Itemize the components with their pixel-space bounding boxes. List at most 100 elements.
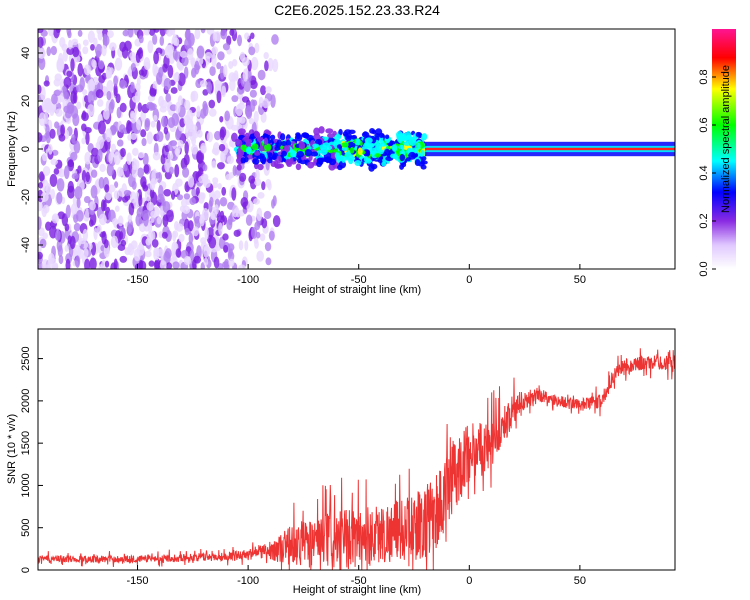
spectrogram-cell (206, 131, 214, 143)
top-y-tick-label: 40 (20, 47, 32, 59)
spectrogram-cell (228, 172, 235, 179)
spectrogram-cell (209, 66, 216, 77)
spectrogram-cell (72, 46, 80, 58)
spectrogram-cell (176, 194, 184, 201)
spectrogram-cell (84, 258, 91, 269)
spectrogram-cell (114, 205, 120, 212)
spectrogram-cell (344, 133, 353, 139)
spectrogram-cell (259, 233, 266, 242)
spectrogram-cell (231, 95, 239, 103)
spectrogram-cell (298, 141, 306, 150)
spectrogram-cell (60, 124, 66, 137)
spectrogram-cell (158, 66, 164, 78)
top-y-axis: -40 -20 0 20 40 (20, 47, 43, 253)
spectrogram-cell (131, 180, 137, 190)
spectrogram-cell (89, 201, 96, 211)
spectrogram-cell (115, 93, 121, 104)
spectrogram-cell (150, 120, 156, 128)
spectrogram-cell (53, 78, 61, 87)
spectrogram-cell (197, 129, 203, 138)
bottom-y-tick-label: 0 (20, 567, 32, 573)
colorbar: 0.0 0.2 0.4 0.6 0.8 Normalized spectral ampl… (698, 29, 736, 277)
spectrogram-cell (149, 188, 155, 199)
spectrogram-cell (81, 137, 86, 145)
spectrogram-cell (408, 138, 417, 146)
spectrogram-cell (38, 171, 45, 182)
spectrogram-cell (381, 161, 387, 167)
spectrogram-cell (159, 29, 166, 37)
spectrogram-cell (147, 220, 153, 234)
spectrogram-cell (216, 90, 222, 104)
spectrogram-cell (253, 111, 259, 123)
spectrogram-cell (420, 160, 428, 165)
spectrogram-cell (206, 81, 213, 94)
top-x-tick-label: 50 (574, 274, 586, 286)
spectrogram-cell (51, 93, 58, 105)
spectrogram-cell (69, 235, 76, 250)
spectrogram-cell (58, 134, 66, 142)
spectrogram-cell (153, 50, 160, 65)
spectrogram-cell (181, 56, 189, 67)
spectrogram-cell (114, 181, 119, 189)
spectrogram-cell (354, 160, 362, 166)
spectrogram-cell (173, 220, 179, 231)
spectrogram-cell (153, 260, 160, 269)
spectrogram-cell (81, 111, 89, 122)
spectrogram-cell (159, 260, 167, 269)
spectrogram-cell (245, 146, 252, 155)
spectrogram-cell (58, 254, 64, 265)
spectrogram-cell (97, 30, 103, 41)
spectrogram-cell (263, 137, 269, 146)
spectrogram-cell (259, 155, 267, 164)
spectrogram-cell (336, 144, 343, 149)
spectrogram-cell (299, 159, 307, 165)
spectrogram-cell (184, 99, 191, 111)
spectrogram-cell (119, 102, 127, 113)
spectrogram-cell (202, 100, 208, 112)
bottom-x-tick-label: 0 (466, 575, 472, 587)
spectrogram-cell (408, 151, 417, 160)
spectrogram-cell (42, 204, 50, 214)
spectrogram-cell (126, 224, 132, 236)
spectrogram-cell (200, 142, 207, 154)
spectrogram-cell (56, 59, 65, 73)
spectrogram-cell (144, 29, 151, 34)
spectrogram-cell (153, 114, 158, 122)
spectrogram-cell (227, 250, 232, 258)
spectrogram-cell (275, 155, 282, 164)
spectrogram-cell (255, 169, 260, 182)
spectrogram-cell (138, 69, 145, 76)
spectrogram-cell (208, 99, 216, 109)
spectrogram-cell (50, 188, 56, 200)
spectrogram-cell (170, 87, 178, 94)
spectrogram-cell (196, 105, 201, 118)
spectrogram-cell (146, 201, 155, 212)
spectrogram-cell (224, 110, 231, 122)
spectrogram-cell (194, 60, 200, 75)
spectrogram-cell (172, 48, 178, 60)
spectrogram-cell (87, 103, 95, 117)
top-x-axis: -150 -100 -50 0 50 (127, 264, 586, 286)
spectrogram-cell (41, 259, 50, 269)
spectrogram-cell (106, 163, 114, 177)
spectrogram-cell (245, 214, 253, 226)
spectrogram-cell (167, 117, 176, 128)
spectrogram-cell (83, 196, 91, 204)
spectrogram-cell (217, 51, 225, 61)
spectrogram-cell (83, 64, 91, 76)
spectrogram-cell (119, 79, 127, 89)
spectrogram-cell (276, 163, 284, 169)
spectrogram-cell (131, 165, 138, 178)
spectrogram-cell (196, 45, 205, 59)
spectrogram-cell (162, 201, 171, 213)
spectrogram-cell (68, 39, 73, 50)
spectrogram-cell (350, 134, 358, 140)
spectrogram-cell (194, 29, 201, 40)
spectrogram-cell (218, 222, 223, 235)
spectrogram-cell (109, 42, 117, 51)
spectrogram-cell (117, 215, 124, 227)
spectrogram-cell (56, 178, 65, 192)
spectrogram-cell (174, 164, 180, 178)
spectrogram-cell (117, 139, 124, 147)
spectrogram-cell (199, 213, 205, 227)
